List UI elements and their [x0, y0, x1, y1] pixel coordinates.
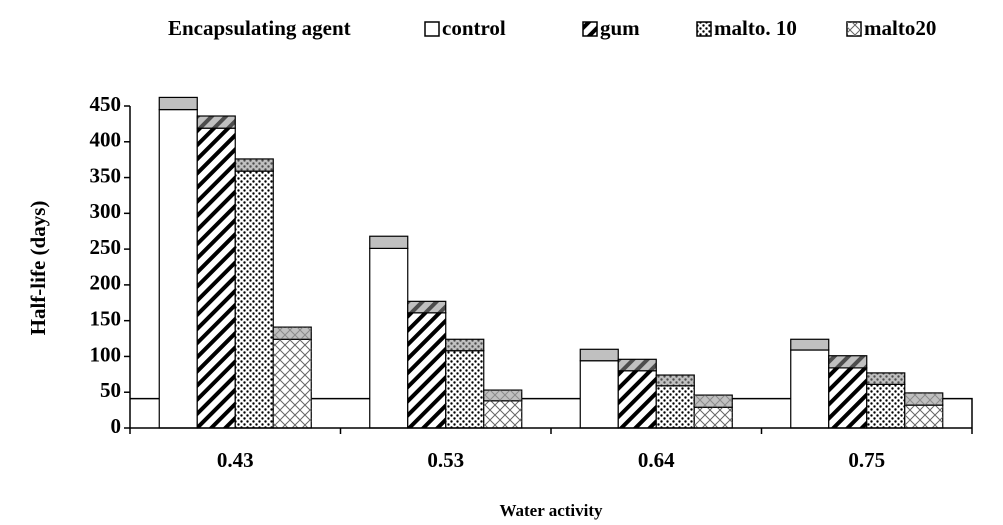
error-cap-pattern: [656, 375, 695, 386]
y-tick-label: 350: [90, 163, 122, 187]
error-cap: [579, 348, 619, 362]
bar: [158, 108, 198, 429]
bar-pattern: [904, 405, 943, 428]
y-tick-label: 450: [90, 92, 122, 116]
error-cap: [790, 338, 830, 351]
error-cap-pattern: [273, 327, 312, 340]
error-cap-pattern: [618, 359, 657, 371]
bar-pattern: [828, 367, 867, 428]
y-tick-label: 50: [100, 378, 121, 402]
error-cap: [369, 235, 409, 249]
bar: [790, 349, 830, 429]
y-axis-title: Half-life (days): [26, 201, 50, 336]
error-cap-pattern: [828, 355, 867, 368]
bar-pattern: [866, 384, 905, 428]
bar-pattern: [483, 400, 522, 428]
bar-pattern: [197, 128, 236, 428]
error-cap-pattern: [407, 301, 446, 313]
x-tick-label: 0.64: [638, 448, 675, 472]
y-tick-label: 300: [90, 199, 122, 223]
x-axis-title: Water activity: [499, 501, 603, 520]
error-cap-pattern: [445, 339, 484, 351]
legend-title: Encapsulating agent: [168, 16, 351, 40]
bar-pattern: [694, 407, 733, 428]
error-cap: [158, 96, 198, 111]
bar-pattern: [656, 385, 695, 428]
error-cap-pattern: [235, 158, 274, 172]
error-cap-pattern: [694, 395, 733, 408]
error-cap-pattern: [866, 372, 905, 385]
error-cap-pattern: [904, 392, 943, 406]
bar-pattern: [618, 370, 657, 428]
x-tick-label: 0.53: [427, 448, 464, 472]
error-cap-pattern: [197, 116, 236, 129]
y-tick-label: 250: [90, 235, 122, 259]
legend-label: malto. 10: [714, 16, 797, 40]
x-tick-label: 0.75: [848, 448, 885, 472]
y-tick-label: 200: [90, 271, 122, 295]
bar-pattern: [273, 339, 312, 428]
legend-swatch: [424, 21, 440, 37]
bar-pattern: [407, 312, 446, 428]
error-cap-pattern: [483, 390, 522, 401]
y-tick-label: 0: [111, 414, 122, 438]
legend-label: gum: [600, 16, 640, 40]
bar-pattern: [445, 350, 484, 428]
legend-swatch-pattern: [583, 22, 597, 36]
legend-label: malto20: [864, 16, 936, 40]
x-tick-label: 0.43: [217, 448, 254, 472]
legend-swatch-pattern: [697, 22, 711, 36]
bar-pattern: [235, 171, 274, 429]
bar: [369, 247, 409, 429]
legend-label: control: [442, 16, 506, 40]
y-tick-label: 100: [90, 342, 122, 366]
y-tick-label: 400: [90, 128, 122, 152]
y-tick-label: 150: [90, 306, 122, 330]
legend-swatch-pattern: [847, 22, 861, 36]
bar: [579, 360, 619, 429]
